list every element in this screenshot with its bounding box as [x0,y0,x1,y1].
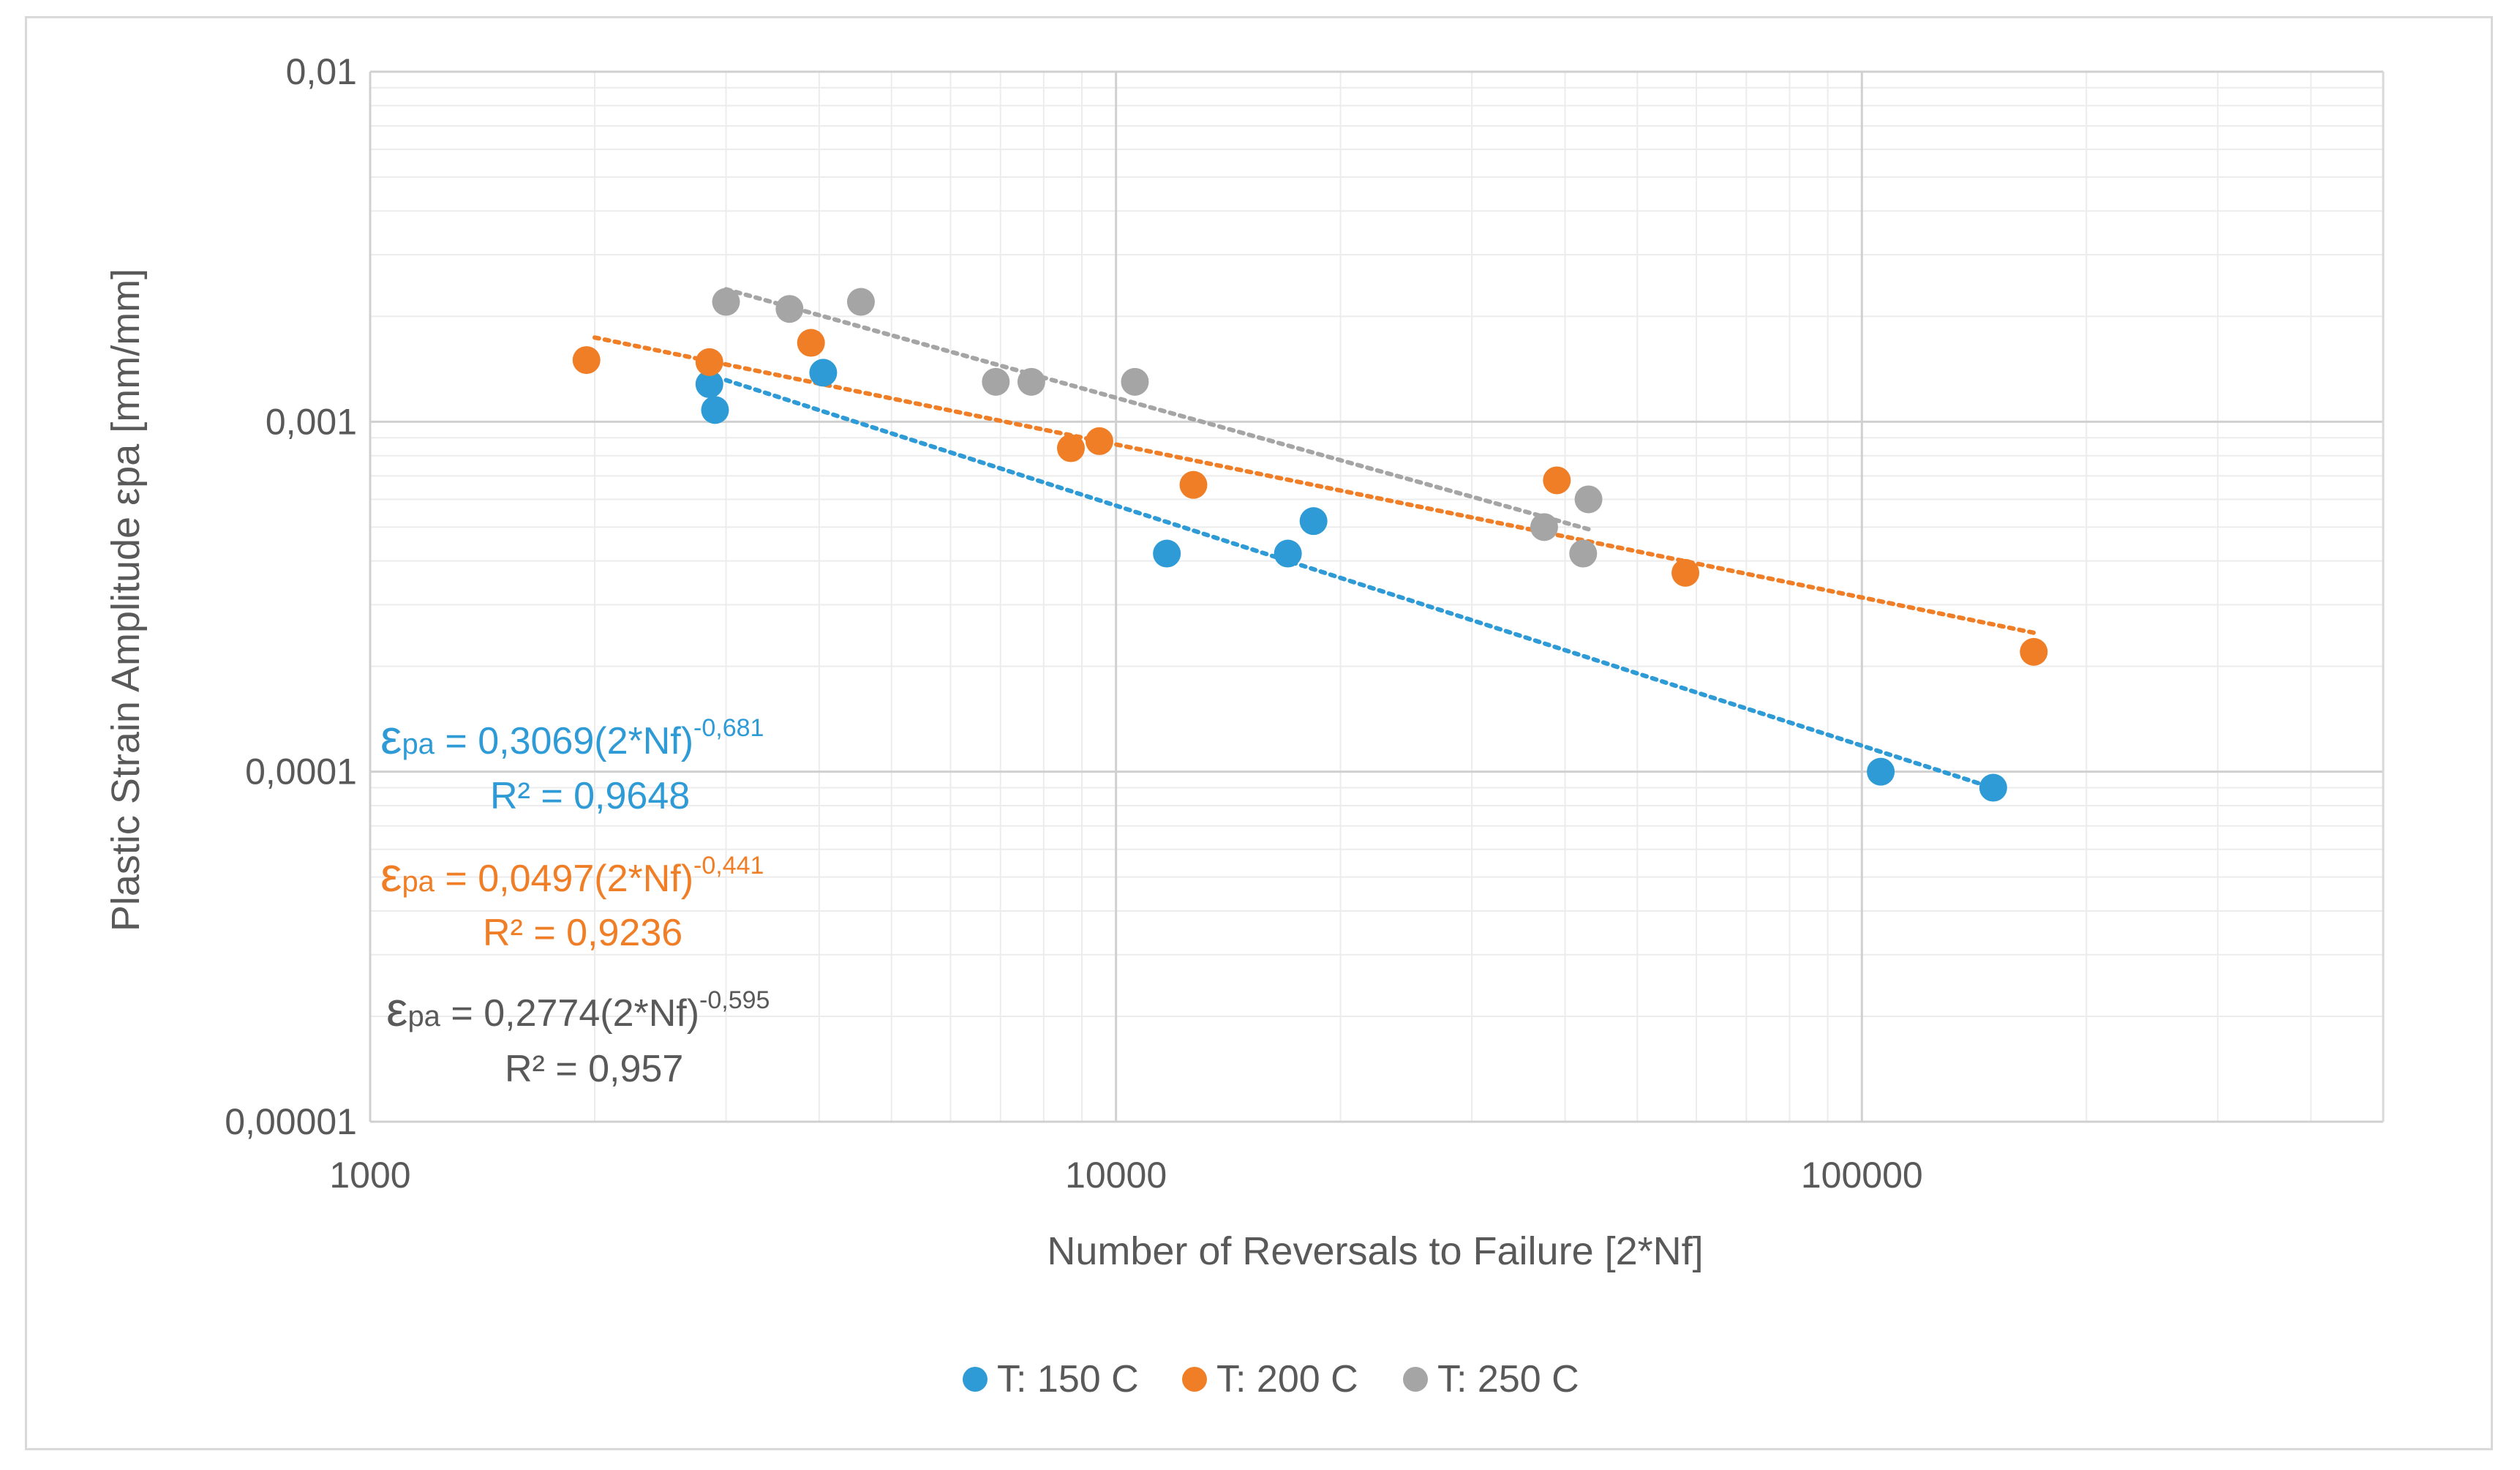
trendline-150 [723,378,1996,790]
data-point [695,370,723,399]
data-points [572,288,2048,802]
legend-marker [1403,1367,1428,1392]
data-point [1530,513,1558,541]
data-point [1543,466,1571,495]
data-point [695,348,723,376]
trendline-equations: εpa = 0,3069(2*Nf)-0,681 R² = 0,9648 εpa =… [380,710,770,1090]
data-point [1574,485,1603,514]
major-gridlines [369,70,2385,1123]
data-point [1017,367,1045,396]
data-point [1299,507,1328,536]
trendline-r-squared: R² = 0,9236 [483,912,682,954]
y-tick-labels: 0,01 0,001 0,0001 0,00001 [225,51,357,1142]
data-point [797,329,825,357]
minor-gridlines [370,72,2383,1122]
legend-marker [963,1367,988,1392]
data-point [1179,470,1208,499]
legend-marker [1182,1367,1207,1392]
y-tick-label: 0,001 [266,401,357,442]
y-tick-label: 0,01 [286,51,357,92]
data-point [775,295,804,323]
data-point [2020,637,2048,666]
trendlines [592,287,2036,790]
trendline-200 [592,335,2036,635]
x-tick-label: 1000 [329,1155,410,1196]
data-point [1979,773,2007,802]
trendline-equation: εpa = 0,3069(2*Nf)-0,681 [380,710,764,764]
trendline-r-squared: R² = 0,9648 [490,775,690,817]
data-point [1867,757,1895,786]
legend-label: T: 250 C [1437,1358,1579,1400]
y-axis-title: Plastic Strain Amplitude εpa [mm/mm] [104,269,148,931]
data-point [1671,558,1700,587]
data-point [1056,434,1085,462]
trendline-250 [723,287,1591,532]
data-point [846,288,875,316]
y-tick-label: 0,0001 [245,751,357,792]
data-point [809,359,838,387]
x-tick-labels: 1000 10000 100000 [329,1155,1922,1196]
data-point [1569,539,1598,568]
x-tick-label: 100000 [1801,1155,1923,1196]
data-point [1274,539,1302,568]
x-tick-label: 10000 [1065,1155,1167,1196]
legend-label: T: 200 C [1216,1358,1358,1400]
trendline-equation: εpa = 0,0497(2*Nf)-0,441 [380,847,764,901]
trendline-r-squared: R² = 0,957 [505,1048,683,1090]
data-point [982,367,1010,396]
y-tick-label: 0,00001 [225,1101,357,1142]
data-point [712,288,740,316]
legend-label: T: 150 C [997,1358,1139,1400]
trendline-equation: εpa = 0,2774(2*Nf)-0,595 [386,982,770,1036]
data-point [1121,367,1149,396]
data-point [1153,539,1181,568]
data-point [1085,427,1113,455]
legend: T: 150 C T: 200 C T: 250 C [963,1358,1579,1400]
x-axis-title: Number of Reversals to Failure [2*Nf] [1047,1229,1703,1273]
data-point [701,396,729,424]
data-point [572,346,601,375]
